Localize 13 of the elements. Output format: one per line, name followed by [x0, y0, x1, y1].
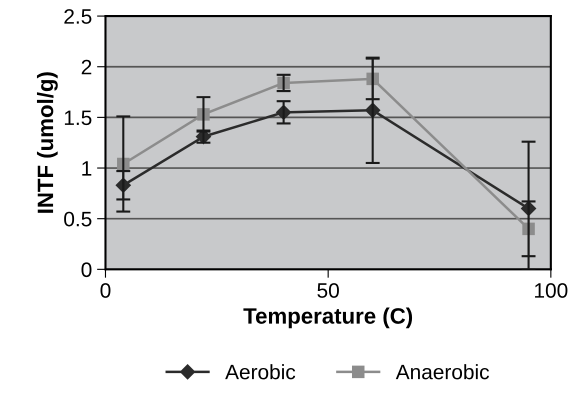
x-tick-label: 0	[100, 283, 110, 298]
x-tick-label: 50	[317, 283, 339, 298]
y-tick-label: 1	[82, 161, 92, 176]
y-tick-label: 2.5	[64, 9, 92, 24]
legend-label: Aerobic	[225, 364, 296, 380]
y-tick-label: 1.5	[64, 110, 92, 126]
y-tick-label: 0	[82, 262, 92, 278]
y-tick-label: 0.5	[64, 212, 92, 226]
legend-label: Anaerobic	[396, 364, 489, 380]
y-tick-label: 2	[82, 60, 92, 74]
x-axis-title: Temperature (C)	[243, 308, 412, 328]
y-axis-title: INTF (umol/g)	[36, 72, 58, 213]
x-tick-label: 100	[535, 283, 568, 298]
